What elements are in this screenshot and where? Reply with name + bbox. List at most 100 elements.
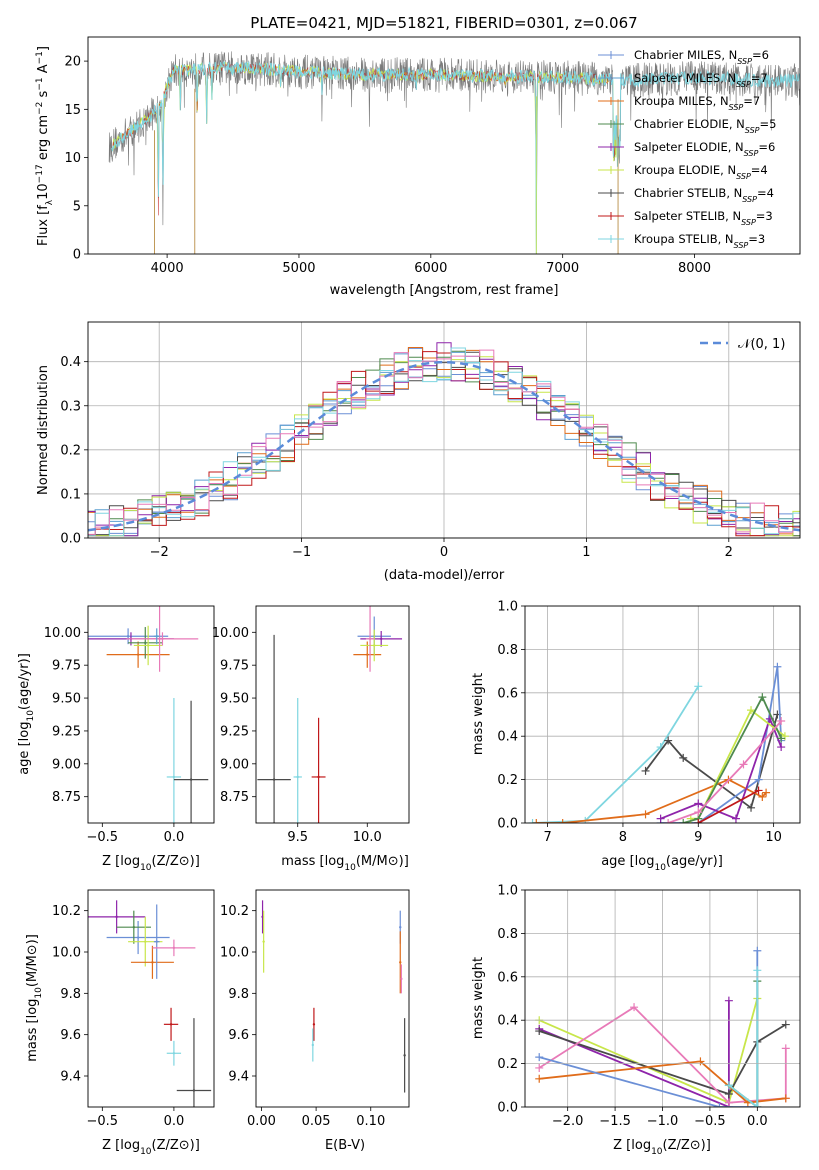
x-tick-label: 7 (543, 830, 551, 845)
legend-sub: SSP (729, 103, 744, 112)
y-tick-label: 9.00 (220, 757, 249, 772)
y-tick-label: 10 (64, 151, 81, 166)
series-marker (758, 693, 767, 702)
legend-label: Salpeter ELODIE, NSSP=6 (634, 140, 775, 158)
series-marker (715, 1103, 724, 1107)
panel-mass_vs_Z: −0.5 0.0 9.4 9.6 9.8 10.0 10.2 (52, 889, 215, 1129)
series-marker (777, 734, 786, 743)
series-marker (753, 966, 762, 975)
series-marker (777, 717, 786, 726)
y-tick-label: 10.2 (52, 904, 81, 919)
histogram-1 (88, 351, 800, 537)
series-marker (656, 814, 665, 823)
y-label-part: Flux [f (36, 205, 51, 246)
y-label-part: −1 (35, 77, 45, 90)
series-marker (664, 819, 673, 823)
label-sub: 10 (26, 710, 36, 722)
legend-label: Kroupa STELIB, NSSP=3 (634, 232, 765, 250)
series-line-8 (697, 789, 760, 823)
x-tick-label: −1.5 (599, 1114, 631, 1129)
data-point (144, 641, 147, 645)
y-axis-label: Flux [fλ10−17 erg cm−2 s−1 A−1] (35, 46, 55, 246)
legend-sub: SSP (742, 195, 757, 204)
data-point (155, 635, 158, 638)
y-axis-label: Normed distribution (36, 365, 51, 495)
x-tick-label: 0.10 (356, 1114, 385, 1129)
legend-sub: SSP (736, 80, 751, 89)
x-axis-label: mass [log10(M/M⊙)] (281, 854, 409, 873)
y-label-part: A (36, 64, 51, 77)
y-tick-label: 9.4 (60, 1070, 81, 1085)
histogram-3 (88, 350, 800, 537)
series-marker (753, 946, 762, 955)
x-tick-label: 7000 (546, 261, 579, 276)
label-part: (Z/Z⊙)] (663, 1138, 711, 1153)
x-tick-label: 8000 (678, 261, 711, 276)
x-axis-label: (data-model)/error (384, 568, 505, 583)
y-tick-label: 0.2 (497, 773, 518, 788)
legend-text: =7 (751, 71, 768, 85)
y-tick-label: 10.0 (220, 946, 249, 961)
data-point (312, 1023, 316, 1026)
series-marker (777, 743, 786, 752)
legend-text: =6 (758, 140, 775, 154)
legend-text: Chabrier ELODIE, N (634, 117, 745, 131)
series-marker (535, 1063, 544, 1072)
y-tick-label: 0.6 (497, 686, 518, 701)
y-label-part: erg cm (36, 115, 51, 164)
legend-text: Kroupa MILES, N (634, 94, 729, 108)
data-point (126, 635, 130, 638)
data-point (132, 926, 136, 929)
legend-label-normal: 𝒩(0, 1) (738, 337, 785, 352)
label-sub: 10 (140, 863, 152, 873)
plot-area (257, 606, 403, 823)
axes-frame (87, 889, 215, 1108)
y-tick-label: 9.25 (220, 724, 249, 739)
series-marker (781, 1020, 790, 1029)
data-point (379, 637, 383, 641)
series-marker (694, 682, 703, 691)
label-part: (Z/Z⊙)] (152, 1138, 200, 1153)
label-part: (age/yr)] (17, 653, 32, 710)
series-line-3 (536, 778, 767, 823)
y-tick-label: 0.8 (497, 927, 518, 942)
series-marker (532, 819, 541, 823)
y-tick-label: 10.00 (44, 626, 81, 641)
legend-text: =6 (752, 48, 769, 62)
x-tick-label: 0.0 (164, 830, 185, 845)
x-axis-label: age [log10(age/yr)] (601, 854, 723, 873)
label-part: (Z/Z⊙)] (152, 854, 200, 869)
y-label-part: −1 (35, 51, 45, 64)
series-line-1 (538, 1000, 730, 1107)
axes-frame (87, 321, 801, 539)
histogram-8 (88, 347, 800, 537)
series-marker (641, 810, 650, 819)
data-point (172, 775, 176, 779)
series-marker (754, 786, 763, 795)
x-axis-label: Z [log10(Z/Z⊙)] (102, 1138, 200, 1157)
legend-text: =7 (743, 94, 760, 108)
label-part: mass [log (281, 854, 344, 869)
data-point (311, 1043, 315, 1047)
axes-frame (255, 889, 410, 1108)
label-part: Z [log (613, 1138, 651, 1153)
series-marker (528, 819, 537, 823)
series-marker (535, 1053, 544, 1062)
data-point (399, 926, 402, 929)
x-tick-label: 10 (765, 830, 782, 845)
x-tick-label: 2 (725, 545, 733, 560)
data-point (189, 778, 193, 781)
series-marker (724, 1089, 733, 1098)
series-line-7 (667, 720, 782, 823)
data-point (136, 653, 140, 656)
legend-sub: SSP (737, 57, 752, 66)
x-tick-label: −1 (292, 545, 311, 560)
y-tick-label: 9.75 (220, 659, 249, 674)
x-tick-label: 8 (619, 830, 627, 845)
legend-text: =3 (748, 232, 765, 246)
label-part: (M/M⊙)] (25, 934, 40, 987)
x-tick-label: 9.5 (287, 830, 308, 845)
legend-text: =5 (760, 117, 777, 131)
